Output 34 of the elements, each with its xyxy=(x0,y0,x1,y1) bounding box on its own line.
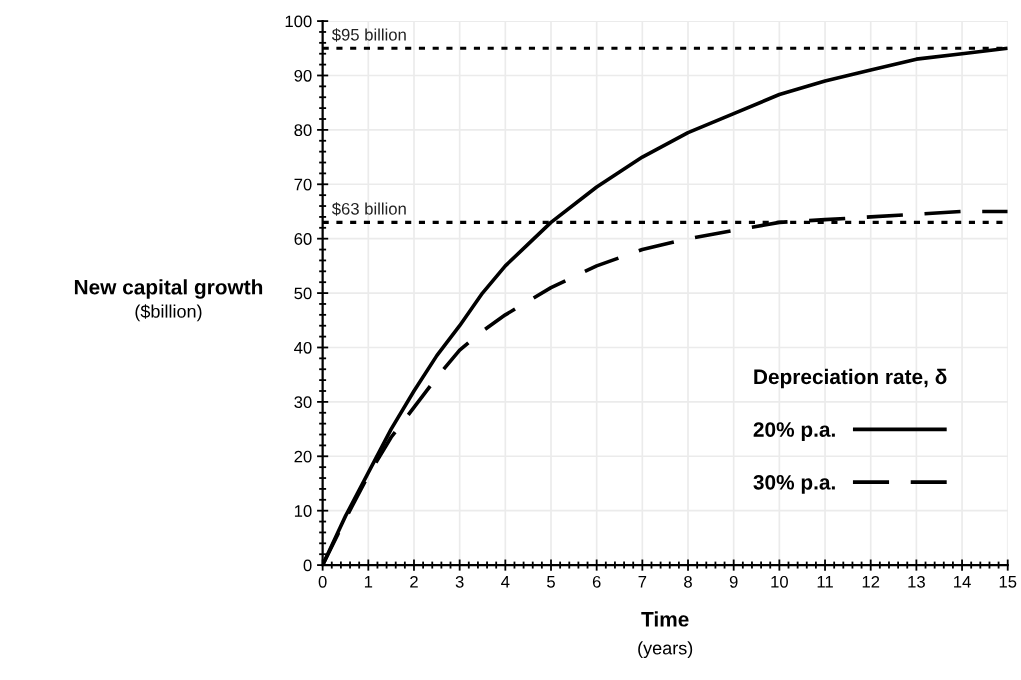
x-tick-label: 1 xyxy=(364,576,373,588)
y-tick-label: 30 xyxy=(294,396,312,409)
y-tick-label: 100 xyxy=(285,15,312,28)
x-tick-label: 12 xyxy=(862,575,880,588)
x-tick-label: 10 xyxy=(771,575,788,588)
y-axis-title: New capital growth ($billion) xyxy=(74,279,263,322)
y-tick-label: 0 xyxy=(303,559,312,572)
y-tick-label: 50 xyxy=(294,287,312,300)
legend-label: 20% p.a. xyxy=(753,422,835,442)
x-tick-label: 4 xyxy=(501,576,510,588)
x-tick-label: 2 xyxy=(410,575,418,588)
x-tick-label: 6 xyxy=(592,575,601,588)
y-tick-label: 40 xyxy=(294,341,312,354)
legend-label: 30% p.a. xyxy=(753,474,835,494)
x-tick-label: 8 xyxy=(684,575,692,588)
y-tick-label: 80 xyxy=(294,124,312,137)
y-tick-label: 70 xyxy=(294,178,312,191)
legend-title: Depreciation rate, δ xyxy=(754,368,947,389)
y-tick-label: 90 xyxy=(294,69,312,82)
x-tick-label: 5 xyxy=(547,576,555,588)
x-axis-title: Time (years) xyxy=(638,611,693,659)
x-tick-label: 11 xyxy=(817,576,833,588)
ref-line-label: $95 billion xyxy=(331,28,406,42)
x-tick-label: 3 xyxy=(455,575,464,588)
x-tick-label: 9 xyxy=(729,575,738,588)
y-tick-label: 60 xyxy=(294,233,312,245)
x-tick-label: 14 xyxy=(954,576,971,588)
x-tick-label: 7 xyxy=(638,576,647,588)
y-tick-label: 10 xyxy=(294,505,312,517)
x-tick-label: 15 xyxy=(999,576,1017,588)
x-tick-label: 0 xyxy=(318,575,327,588)
y-tick-label: 20 xyxy=(294,450,312,463)
x-tick-label: 13 xyxy=(908,575,925,588)
ref-line-label: $63 billion xyxy=(331,202,406,216)
